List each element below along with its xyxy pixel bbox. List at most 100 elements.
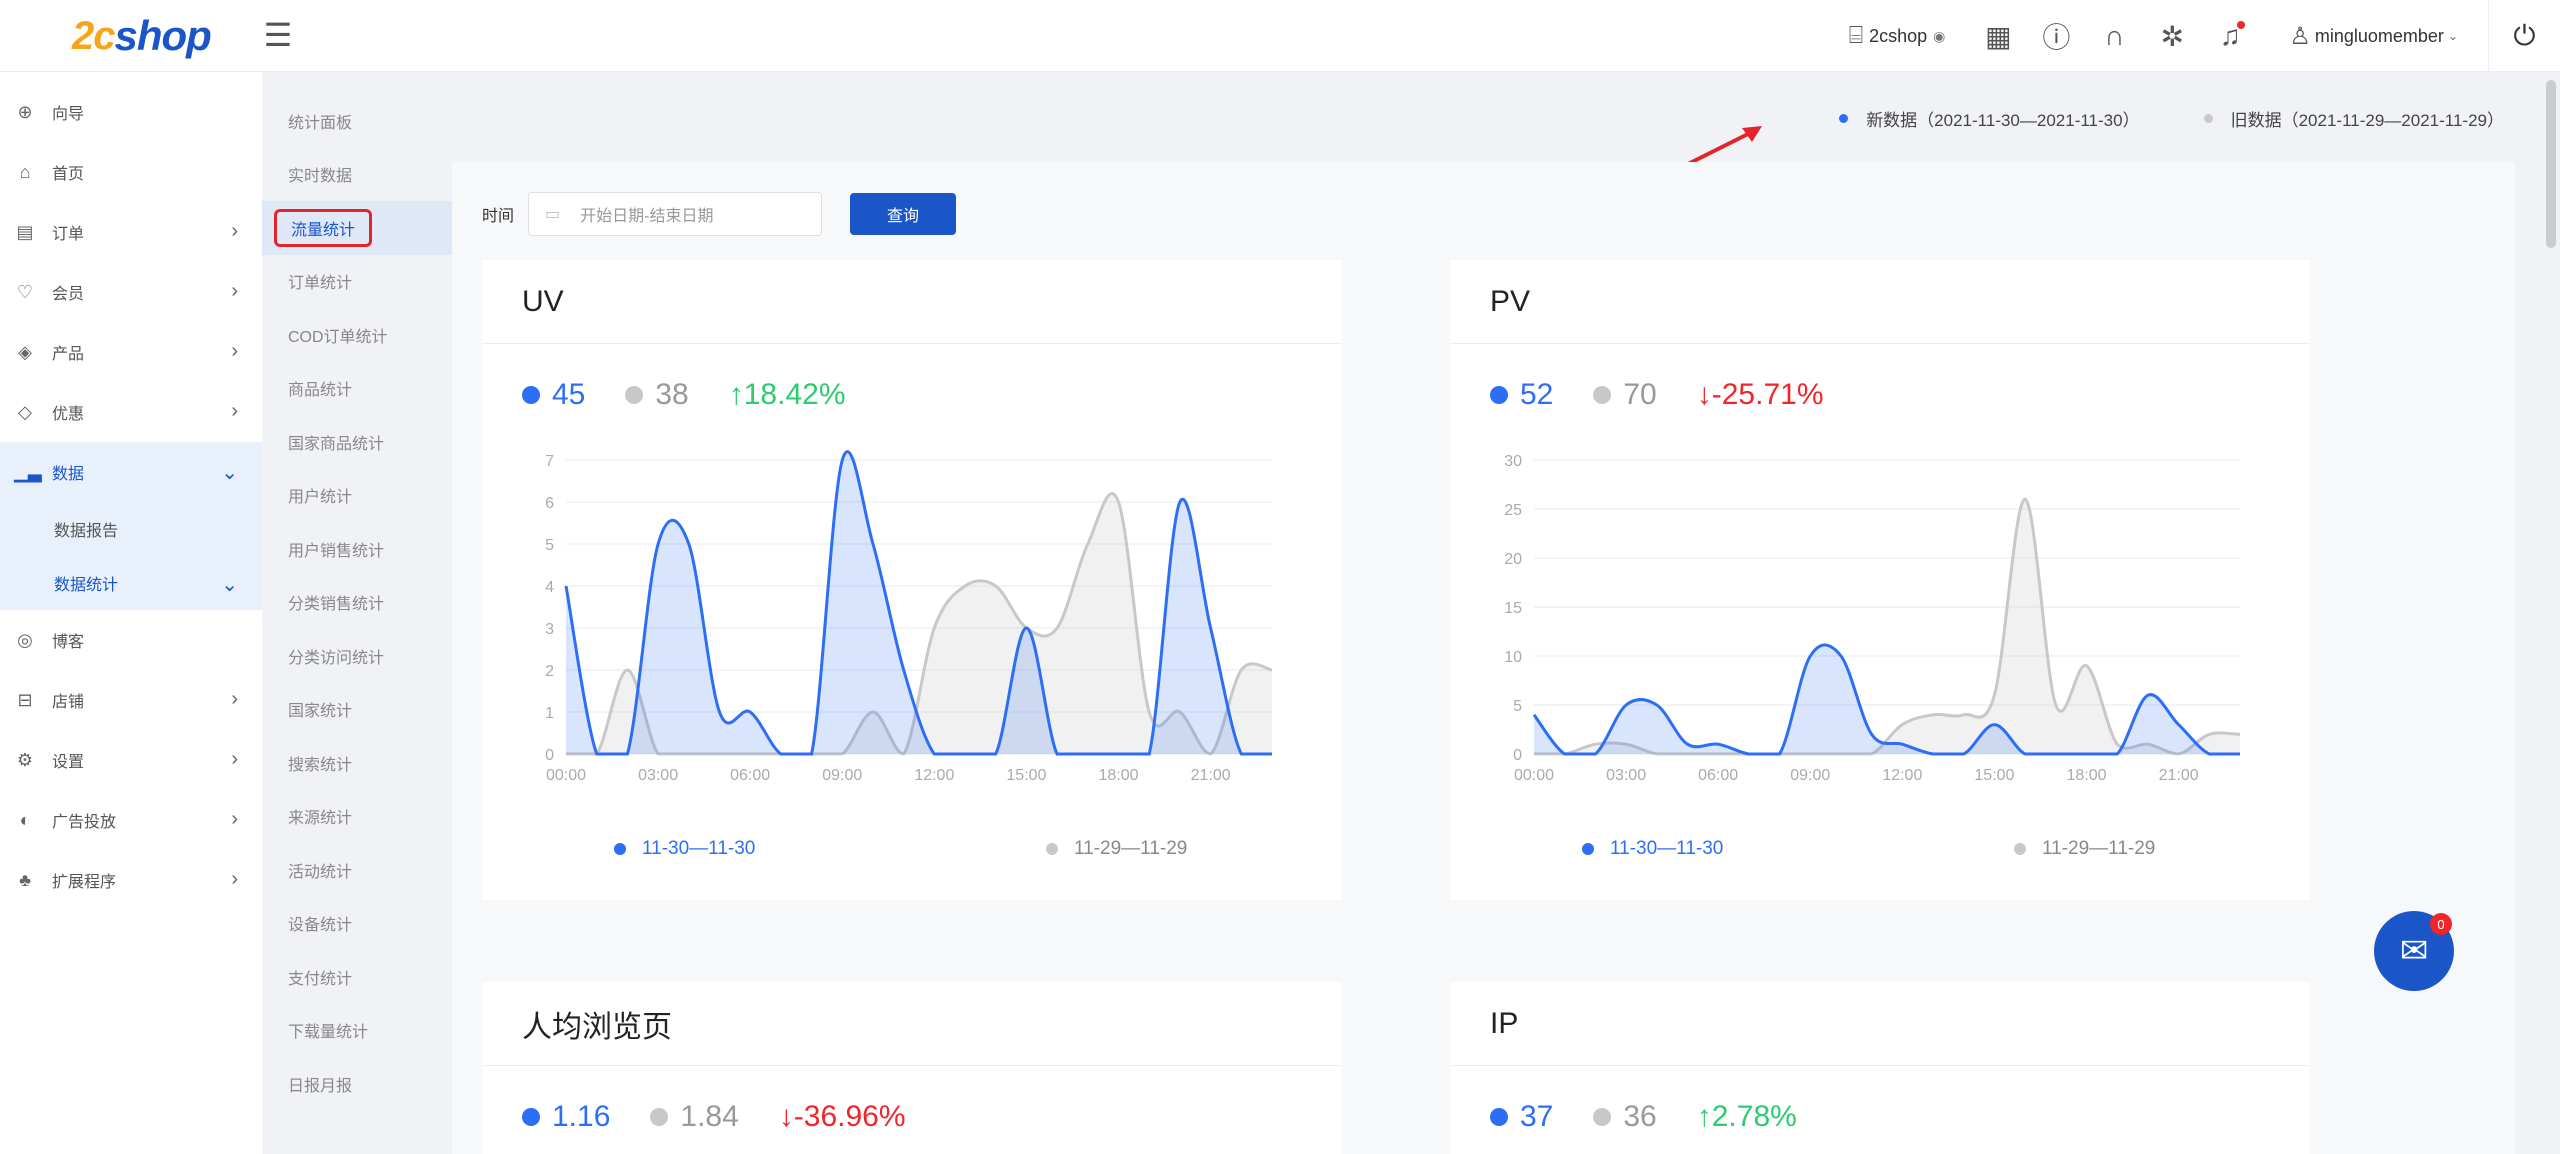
subnav-item[interactable]: 用户统计 [262, 469, 452, 523]
subnav-item-label: 订单统计 [288, 275, 353, 293]
power-icon[interactable]: ⏻ [2488, 0, 2560, 72]
menu-toggle-icon[interactable]: ☰ [263, 17, 293, 53]
x-tick-label: 03:00 [1606, 767, 1646, 784]
gear-sparkle-icon[interactable]: ✲ [2160, 20, 2185, 52]
sidebar-sub-data-report[interactable]: 数据报告 [0, 502, 262, 556]
current-dot [522, 386, 540, 404]
header-actions: ⌸ 2cshop ◉ ▦ ⓘ ∩ ✲ ♫ ♙ mingluomember ⌄ ⏻ [1849, 0, 2560, 72]
subnav-item[interactable]: 国家商品统计 [262, 415, 452, 469]
legend-dot [2203, 114, 2213, 123]
chevron-right-icon: › [231, 340, 238, 362]
sidebar-sub-data-stats[interactable]: 数据统计 ⌄ [0, 556, 262, 610]
chevron-right-icon: › [231, 280, 238, 302]
sidebar-item-label: 首页 [52, 166, 85, 183]
chat-badge: 0 [2430, 913, 2452, 935]
date-range-input[interactable]: ▭ 开始日期-结束日期 [528, 192, 823, 236]
subnav-item[interactable]: 下载量统计 [262, 1004, 452, 1058]
sidebar-item-orders[interactable]: ▤ 订单 › [0, 202, 262, 262]
previous-value: 70 [1623, 378, 1657, 411]
chevron-right-icon: › [231, 220, 238, 242]
legend-label: 11-30—11-30 [642, 838, 756, 859]
legend-dot [2014, 843, 2026, 855]
sidebar-item-home[interactable]: ⌂ 首页 [0, 142, 262, 202]
y-tick-label: 4 [545, 579, 554, 596]
scrollbar[interactable] [2546, 80, 2556, 248]
logo[interactable]: 2c shop [72, 6, 212, 66]
store-switcher[interactable]: ⌸ 2cshop ◉ [1849, 22, 1946, 50]
subnav-item[interactable]: 分类销售统计 [262, 576, 452, 630]
subnav-item[interactable]: 商品统计 [262, 362, 452, 416]
legend-current[interactable]: 11-30—11-30 [614, 838, 755, 860]
chevron-right-icon: › [231, 748, 238, 770]
card-title: UV [482, 260, 1342, 344]
chat-button[interactable]: ✉ 0 [2374, 911, 2454, 991]
sidebar-item-ads[interactable]: ◐ 广告投放 › [0, 790, 262, 850]
subnav-item[interactable]: 来源统计 [262, 790, 452, 844]
sidebar-item-blog[interactable]: ◎ 博客 [0, 610, 262, 670]
legend-dot [1582, 843, 1594, 855]
change-percent: 2.78% [1711, 1100, 1797, 1133]
query-button[interactable]: 查询 [850, 193, 957, 235]
legend-current[interactable]: 11-30—11-30 [1582, 838, 1723, 860]
subnav-item[interactable]: 用户销售统计 [262, 522, 452, 576]
subnav-item[interactable]: 统计面板 [262, 94, 452, 148]
extension-icon: ♣ [19, 869, 31, 890]
subnav-item[interactable]: 流量统计 [262, 201, 452, 255]
subnav-item-label: COD订单统计 [288, 328, 388, 346]
sidebar-item-guide[interactable]: ⊕ 向导 [0, 82, 262, 142]
previous-value: 38 [655, 378, 689, 411]
user-name: mingluomember [2314, 25, 2444, 46]
y-tick-label: 0 [545, 747, 554, 764]
subnav-item[interactable]: 搜索统计 [262, 736, 452, 790]
bell-icon[interactable]: ♫ [2201, 7, 2259, 65]
eye-icon[interactable]: ◉ [1933, 27, 1946, 44]
sidebar-item-products[interactable]: ◈ 产品 › [0, 322, 262, 382]
subnav-item[interactable]: 分类访问统计 [262, 629, 452, 683]
legend-label: 11-30—11-30 [1610, 838, 1724, 859]
x-tick-label: 18:00 [2066, 767, 2106, 784]
x-tick-label: 15:00 [1006, 767, 1046, 784]
sidebar-item-store[interactable]: ⊟ 店铺 › [0, 670, 262, 730]
headset-icon[interactable]: ∩ [2104, 20, 2125, 51]
subnav-item[interactable]: COD订单统计 [262, 308, 452, 362]
chevron-right-icon: › [231, 400, 238, 422]
subnav-item[interactable]: 国家统计 [262, 683, 452, 737]
series-line [566, 492, 1273, 756]
current-dot [1490, 1108, 1508, 1126]
x-tick-label: 18:00 [1098, 767, 1138, 784]
date-range-placeholder: 开始日期-结束日期 [580, 208, 714, 225]
store-name: 2cshop [1869, 25, 1928, 46]
subnav-item[interactable]: 订单统计 [262, 255, 452, 309]
sidebar-item-label: 数据 [52, 466, 85, 483]
y-tick-label: 7 [545, 453, 554, 470]
chevron-down-icon: ⌄ [2447, 29, 2458, 43]
sidebar-item-label: 店铺 [52, 694, 85, 711]
change-percent: -25.71% [1711, 378, 1824, 411]
current-value: 1.16 [552, 1100, 611, 1133]
legend-dot [614, 843, 626, 855]
sidebar-item-data[interactable]: ▁▃ 数据 ⌄ [0, 442, 262, 502]
pv-card: PV 52 70 ↓ -25.71% 0 5 10 15 20 25 30 00:00 03:00… [1450, 260, 2310, 900]
help-icon[interactable]: ⓘ [2042, 22, 2071, 53]
chart-icon: ▁▃ [14, 461, 42, 482]
subnav-item[interactable]: 设备统计 [262, 897, 452, 951]
legend-old-data[interactable]: 旧数据（2021-11-29—2021-11-29） [2203, 106, 2504, 131]
subnav-item[interactable]: 实时数据 [262, 148, 452, 202]
avg-stats: 1.16 1.84 ↓ -36.96% [522, 1100, 946, 1134]
legend-previous[interactable]: 11-29—11-29 [1046, 838, 1187, 860]
user-menu[interactable]: ♙ mingluomember ⌄ [2289, 22, 2458, 51]
sidebar-item-extensions[interactable]: ♣ 扩展程序 › [0, 850, 262, 910]
subnav-item[interactable]: 支付统计 [262, 950, 452, 1004]
sidebar-item-coupons[interactable]: ◇ 优惠 › [0, 382, 262, 442]
legend-previous[interactable]: 11-29—11-29 [2014, 838, 2155, 860]
sidebar-item-members[interactable]: ♡ 会员 › [0, 262, 262, 322]
subnav-item[interactable]: 日报月报 [262, 1057, 452, 1111]
sidebar-item-settings[interactable]: ⚙ 设置 › [0, 730, 262, 790]
subnav-item[interactable]: 活动统计 [262, 843, 452, 897]
store-icon: ⊟ [17, 689, 33, 710]
x-tick-label: 12:00 [914, 767, 954, 784]
sidebar-item-label: 向导 [52, 106, 85, 123]
subnav-item-label: 来源统计 [288, 810, 353, 828]
legend-new-data[interactable]: 新数据（2021-11-30—2021-11-30） [1839, 106, 2140, 131]
qr-icon[interactable]: ▦ [1985, 20, 2012, 52]
